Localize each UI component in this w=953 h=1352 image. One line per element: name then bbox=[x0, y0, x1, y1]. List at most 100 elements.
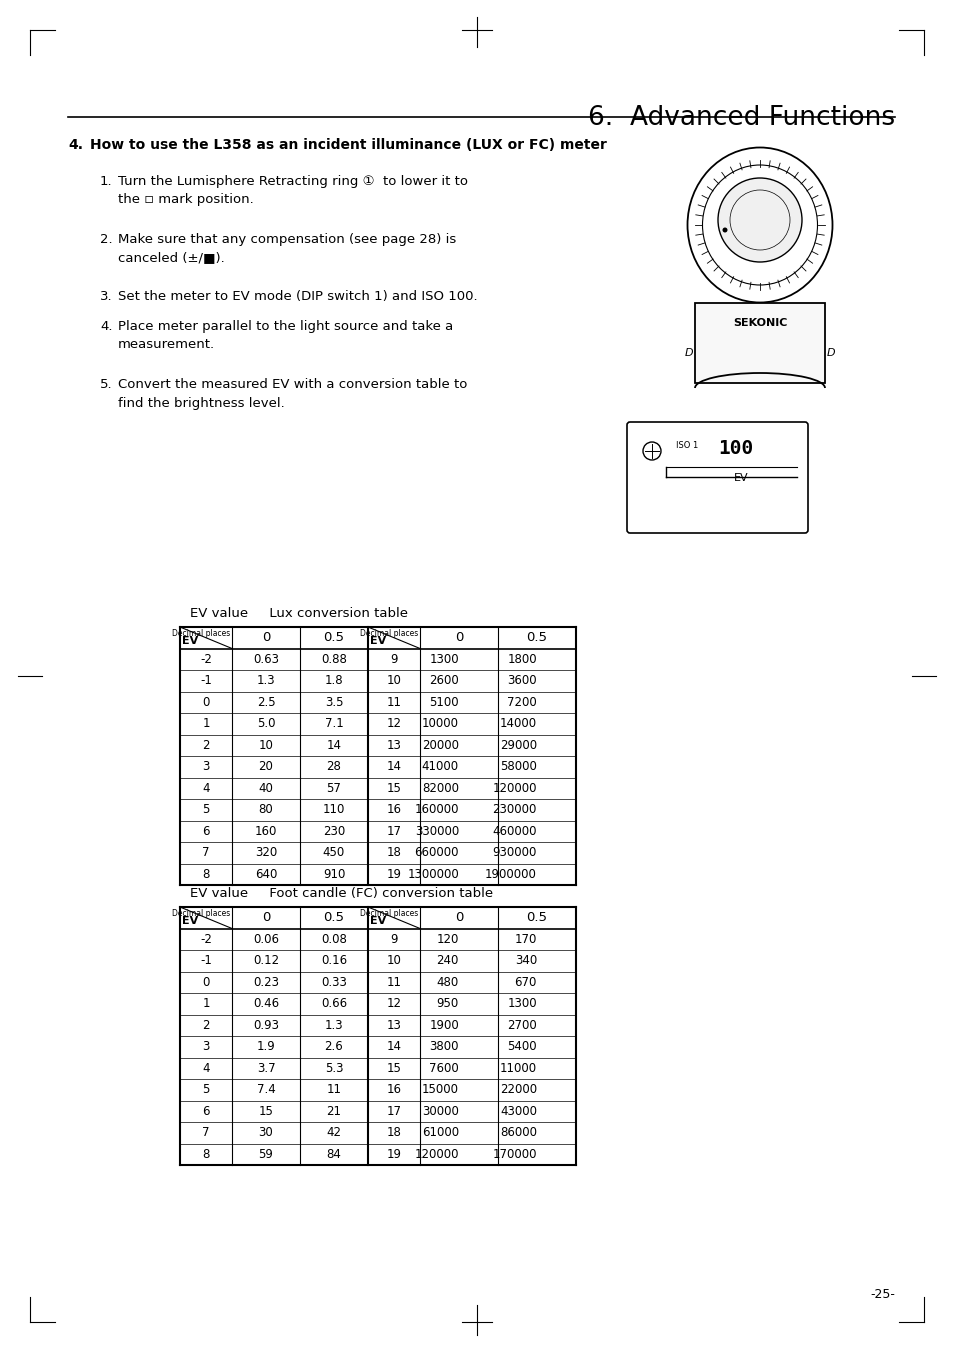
Text: 2.6: 2.6 bbox=[324, 1040, 343, 1053]
Text: 0.08: 0.08 bbox=[321, 933, 347, 946]
Text: 7600: 7600 bbox=[429, 1061, 458, 1075]
Text: 0.5: 0.5 bbox=[526, 911, 547, 925]
Text: 9: 9 bbox=[390, 653, 397, 665]
Text: 0: 0 bbox=[455, 631, 463, 645]
Text: 0.46: 0.46 bbox=[253, 998, 279, 1010]
Text: 7200: 7200 bbox=[507, 696, 537, 708]
Text: 2: 2 bbox=[202, 1019, 210, 1032]
Text: 1: 1 bbox=[202, 998, 210, 1010]
Text: 3.: 3. bbox=[100, 289, 112, 303]
FancyBboxPatch shape bbox=[626, 422, 807, 533]
Text: D: D bbox=[683, 347, 692, 358]
Text: 0: 0 bbox=[202, 976, 210, 988]
Circle shape bbox=[721, 227, 727, 233]
Text: 2600: 2600 bbox=[429, 675, 458, 687]
Text: 120: 120 bbox=[436, 933, 458, 946]
Text: 58000: 58000 bbox=[499, 760, 537, 773]
Text: Make sure that any compensation (see page 28) is
canceled (±/■).: Make sure that any compensation (see pag… bbox=[118, 233, 456, 265]
Text: 330000: 330000 bbox=[415, 825, 458, 838]
Text: 20: 20 bbox=[258, 760, 274, 773]
Text: 10: 10 bbox=[386, 955, 401, 967]
Text: 0.93: 0.93 bbox=[253, 1019, 278, 1032]
Text: 15: 15 bbox=[386, 1061, 401, 1075]
Text: 57: 57 bbox=[326, 781, 341, 795]
Text: Decimal places: Decimal places bbox=[172, 629, 230, 638]
Text: 80: 80 bbox=[258, 803, 274, 817]
Text: 1: 1 bbox=[202, 718, 210, 730]
Text: 230: 230 bbox=[322, 825, 345, 838]
Text: Decimal places: Decimal places bbox=[172, 909, 230, 918]
Text: 7.1: 7.1 bbox=[324, 718, 343, 730]
Text: 3600: 3600 bbox=[507, 675, 537, 687]
Text: 3800: 3800 bbox=[429, 1040, 458, 1053]
Text: 0: 0 bbox=[261, 911, 270, 925]
Text: 0.66: 0.66 bbox=[320, 998, 347, 1010]
Text: How to use the L358 as an incident illuminance (LUX or FC) meter: How to use the L358 as an incident illum… bbox=[90, 138, 606, 151]
Text: 15000: 15000 bbox=[421, 1083, 458, 1096]
Text: 11: 11 bbox=[326, 1083, 341, 1096]
Text: 930000: 930000 bbox=[492, 846, 537, 860]
Text: 7: 7 bbox=[202, 846, 210, 860]
Text: 7: 7 bbox=[202, 1126, 210, 1140]
Text: 1300: 1300 bbox=[429, 653, 458, 665]
Text: 15: 15 bbox=[258, 1105, 274, 1118]
Text: 14000: 14000 bbox=[499, 718, 537, 730]
Text: Decimal places: Decimal places bbox=[359, 629, 417, 638]
Text: 660000: 660000 bbox=[414, 846, 458, 860]
Text: ISO 1: ISO 1 bbox=[676, 441, 698, 450]
Text: 11: 11 bbox=[386, 976, 401, 988]
Text: 19: 19 bbox=[386, 1148, 401, 1161]
Text: 30000: 30000 bbox=[421, 1105, 458, 1118]
Text: 5400: 5400 bbox=[507, 1040, 537, 1053]
Text: 5.0: 5.0 bbox=[256, 718, 275, 730]
Text: 240: 240 bbox=[436, 955, 458, 967]
Text: -2: -2 bbox=[200, 933, 212, 946]
Text: 86000: 86000 bbox=[499, 1126, 537, 1140]
Text: 4.: 4. bbox=[100, 320, 112, 333]
Text: 9: 9 bbox=[390, 933, 397, 946]
Text: 82000: 82000 bbox=[421, 781, 458, 795]
Text: 19: 19 bbox=[386, 868, 401, 880]
Text: 5100: 5100 bbox=[429, 696, 458, 708]
Text: EV: EV bbox=[370, 637, 386, 646]
Text: 0.16: 0.16 bbox=[320, 955, 347, 967]
Text: 170000: 170000 bbox=[492, 1148, 537, 1161]
Text: 84: 84 bbox=[326, 1148, 341, 1161]
Text: 450: 450 bbox=[322, 846, 345, 860]
Text: 5: 5 bbox=[202, 803, 210, 817]
Text: Turn the Lumisphere Retracting ring ①  to lower it to
the ◽ mark position.: Turn the Lumisphere Retracting ring ① to… bbox=[118, 174, 468, 207]
Text: 18: 18 bbox=[386, 1126, 401, 1140]
Text: 7.4: 7.4 bbox=[256, 1083, 275, 1096]
Text: -2: -2 bbox=[200, 653, 212, 665]
Text: 0.63: 0.63 bbox=[253, 653, 278, 665]
Text: 460000: 460000 bbox=[492, 825, 537, 838]
Text: 17: 17 bbox=[386, 1105, 401, 1118]
Text: EV value     Lux conversion table: EV value Lux conversion table bbox=[190, 607, 408, 621]
Text: 480: 480 bbox=[436, 976, 458, 988]
Text: 11: 11 bbox=[386, 696, 401, 708]
Text: 0.5: 0.5 bbox=[526, 631, 547, 645]
Text: 1300: 1300 bbox=[507, 998, 537, 1010]
Text: -1: -1 bbox=[200, 955, 212, 967]
Text: 910: 910 bbox=[322, 868, 345, 880]
Text: 16: 16 bbox=[386, 1083, 401, 1096]
Bar bbox=[695, 303, 824, 383]
Text: 670: 670 bbox=[514, 976, 537, 988]
Text: 1300000: 1300000 bbox=[407, 868, 458, 880]
Text: 0.06: 0.06 bbox=[253, 933, 278, 946]
Text: 1.9: 1.9 bbox=[256, 1040, 275, 1053]
Text: 3: 3 bbox=[202, 760, 210, 773]
Text: 160000: 160000 bbox=[414, 803, 458, 817]
Text: 5.3: 5.3 bbox=[324, 1061, 343, 1075]
Text: 12: 12 bbox=[386, 998, 401, 1010]
Text: 14: 14 bbox=[326, 738, 341, 752]
Text: 40: 40 bbox=[258, 781, 274, 795]
Text: 2700: 2700 bbox=[507, 1019, 537, 1032]
Text: 2.: 2. bbox=[100, 233, 112, 246]
Text: 17: 17 bbox=[386, 825, 401, 838]
Text: 8: 8 bbox=[202, 868, 210, 880]
Text: 5.: 5. bbox=[100, 379, 112, 391]
Text: -25-: -25- bbox=[869, 1288, 894, 1301]
Text: 28: 28 bbox=[326, 760, 341, 773]
Text: 1.3: 1.3 bbox=[324, 1019, 343, 1032]
